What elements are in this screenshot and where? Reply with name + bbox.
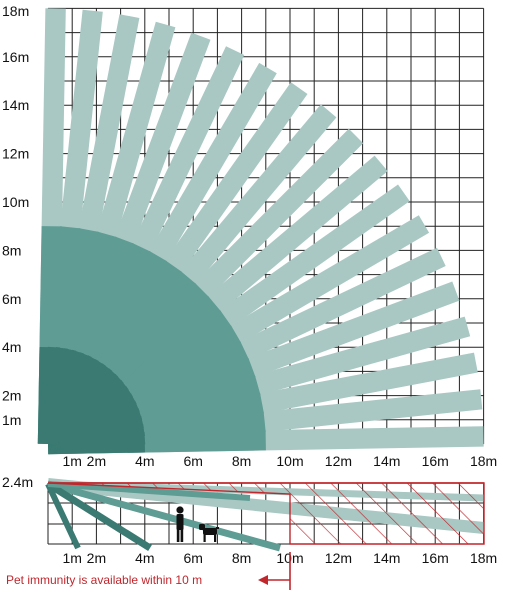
x-tick-label: 8m [232, 453, 251, 469]
x-tick-label: 1m [62, 550, 81, 566]
side-view-x-axis-labels: 1m 2m 4m 6m 8m 10m 12m 14m 16m 18m [62, 550, 497, 566]
x-tick-label: 4m [135, 453, 154, 469]
left-arrow-icon [258, 575, 268, 585]
x-tick-label: 6m [183, 453, 202, 469]
y-tick-label: 8m [2, 242, 21, 258]
x-tick-label: 14m [373, 453, 400, 469]
x-tick-label: 16m [422, 453, 449, 469]
y-tick-label: 16m [2, 49, 29, 65]
pet-immunity-note-text: Pet immunity is available within 10 m [6, 573, 202, 587]
top-view-beams [37, 8, 484, 455]
side-view: 2.4m 1m 2m 4m 6m 8m 10m 12m 14m 16m 18m [2, 474, 497, 566]
x-tick-label: 12m [325, 550, 352, 566]
detection-beam [37, 347, 60, 445]
top-view-x-axis-labels: 1m 2m 4m 6m 8m 10m 12m 14m 16m 18m [62, 453, 497, 469]
y-tick-label: 18m [2, 3, 29, 19]
x-tick-label: 6m [183, 550, 202, 566]
side-detection-beam [47, 481, 251, 501]
x-tick-label: 8m [232, 550, 251, 566]
y-tick-label: 10m [2, 194, 29, 210]
x-tick-label: 12m [325, 453, 352, 469]
side-detection-beam [46, 481, 152, 551]
side-detection-beam [47, 480, 281, 552]
x-tick-label: 2m [87, 550, 106, 566]
x-tick-label: 18m [470, 550, 497, 566]
x-tick-label: 1m [62, 453, 81, 469]
x-tick-label: 2m [87, 453, 106, 469]
x-tick-label: 16m [422, 550, 449, 566]
x-tick-label: 10m [276, 453, 303, 469]
y-tick-label: 4m [2, 339, 21, 355]
pet-immunity-note: Pet immunity is available within 10 m [6, 552, 291, 590]
y-tick-label: 14m [2, 97, 29, 113]
x-tick-label: 14m [373, 550, 400, 566]
top-view-y-axis-labels: 1m 2m 4m 6m 8m 10m 12m 14m 16m 18m [2, 3, 29, 428]
x-tick-label: 18m [470, 453, 497, 469]
side-view-height-label: 2.4m [2, 474, 33, 490]
x-tick-label: 4m [135, 550, 154, 566]
y-tick-label: 12m [2, 146, 29, 162]
person-icon [176, 506, 184, 542]
y-tick-label: 2m [2, 388, 21, 404]
y-tick-label: 1m [2, 412, 21, 428]
y-tick-label: 6m [2, 291, 21, 307]
dog-icon [199, 524, 219, 542]
side-detection-beam [45, 482, 81, 550]
